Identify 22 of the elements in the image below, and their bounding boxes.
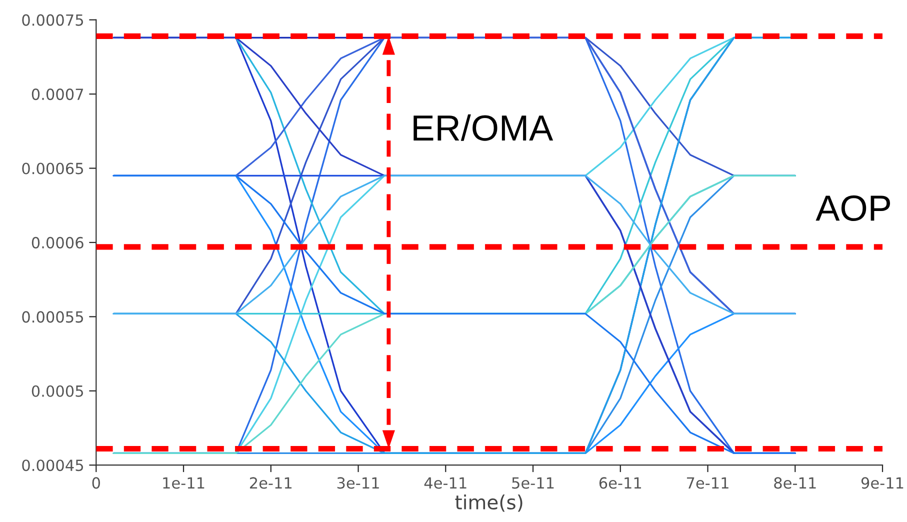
x-tick-label: 5e-11 — [512, 477, 554, 489]
y-tick-label: 0.00075 — [22, 14, 83, 26]
y-tick-label: 0.0006 — [32, 236, 84, 248]
x-tick-label: 7e-11 — [686, 477, 728, 489]
line-series — [112, 174, 796, 454]
x-axis-title: time(s) — [455, 494, 522, 512]
y-tick-label: 0.0005 — [32, 385, 83, 397]
line-series — [112, 174, 796, 315]
annotation: AOP — [816, 195, 890, 221]
y-tick-label: 0.00065 — [22, 162, 83, 174]
y-tick-label: 0.0007 — [32, 88, 84, 100]
y-tick-label: 0.00045 — [22, 460, 83, 472]
y-tick-label: 0.00055 — [22, 311, 83, 323]
x-tick-label: 3e-11 — [337, 477, 379, 489]
x-tick-label: 8e-11 — [774, 477, 816, 489]
x-tick-label: 2e-11 — [250, 477, 292, 489]
x-tick-label: 4e-11 — [424, 477, 466, 489]
x-tick-label: 9e-11 — [861, 477, 904, 489]
annotation: ER/OMA — [414, 114, 554, 141]
x-tick-label: 0 — [92, 477, 100, 489]
x-tick-label: 6e-11 — [599, 477, 642, 489]
x-tick-label: 1e-11 — [163, 477, 204, 489]
